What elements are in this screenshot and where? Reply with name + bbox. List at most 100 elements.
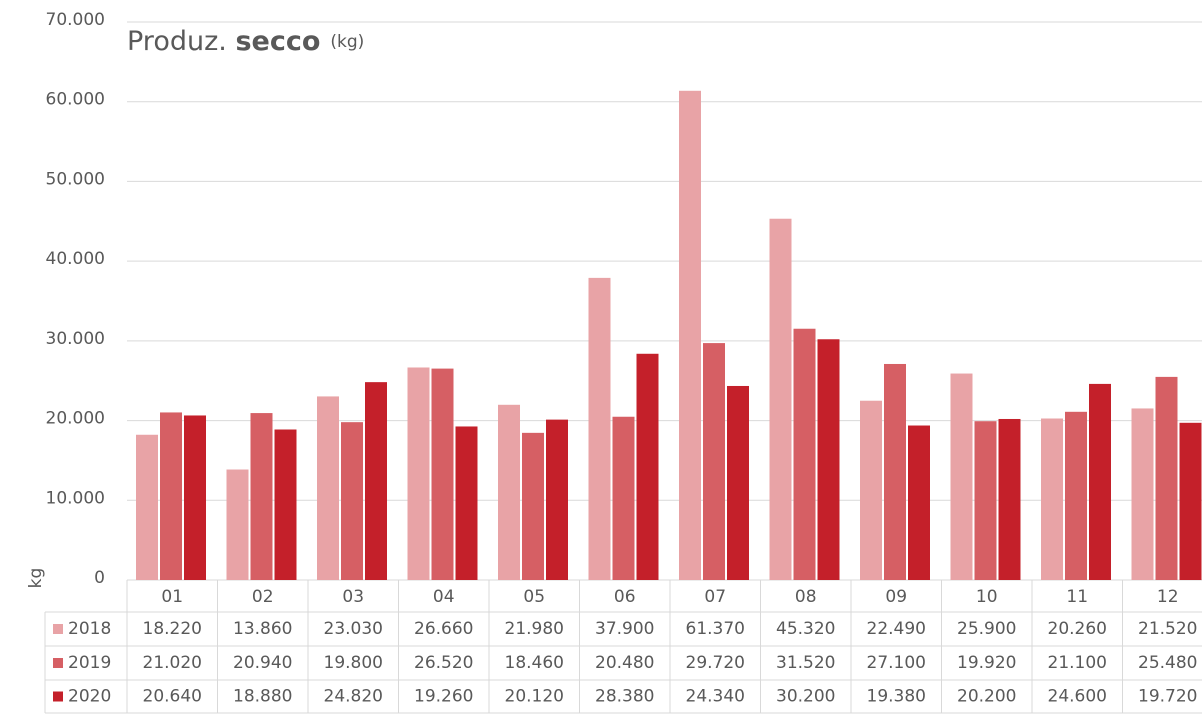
table-cell: 20.480 xyxy=(595,653,654,673)
table-cell: 45.320 xyxy=(776,619,835,639)
bar xyxy=(636,353,659,580)
legend-label: 2020 xyxy=(68,687,111,707)
table-cell: 20.260 xyxy=(1048,619,1107,639)
title-bold: secco xyxy=(235,26,320,57)
y-axis-label: kg xyxy=(26,568,46,589)
table-cell: 20.640 xyxy=(143,687,202,707)
legend-label: 2019 xyxy=(68,653,111,673)
bar xyxy=(522,432,544,580)
table-cell: 20.120 xyxy=(505,687,564,707)
bar xyxy=(160,412,182,580)
table-cell: 29.720 xyxy=(686,653,745,673)
table-cell: 22.490 xyxy=(867,619,926,639)
bar xyxy=(250,413,273,580)
table-cell: 21.520 xyxy=(1138,619,1197,639)
bar xyxy=(1065,411,1087,580)
bar xyxy=(793,328,816,580)
bar xyxy=(1131,408,1154,580)
table-cell: 19.720 xyxy=(1138,687,1197,707)
bar xyxy=(341,422,363,580)
title-unit: (kg) xyxy=(330,32,364,52)
bar xyxy=(274,429,297,580)
x-tick-label: 09 xyxy=(885,587,907,607)
bar xyxy=(184,415,206,580)
bar xyxy=(431,368,454,580)
table-cell: 23.030 xyxy=(324,619,383,639)
table-cell: 28.380 xyxy=(595,687,654,707)
table-cell: 25.480 xyxy=(1138,653,1197,673)
y-tick-label: 20.000 xyxy=(46,409,105,429)
bar xyxy=(546,419,568,580)
bar xyxy=(1089,383,1111,580)
table-cell: 19.800 xyxy=(324,653,383,673)
legend-swatch xyxy=(53,624,63,634)
table-cell: 24.820 xyxy=(324,687,383,707)
bar xyxy=(1041,418,1063,580)
legend-swatch xyxy=(53,658,63,668)
bar xyxy=(1179,422,1202,580)
table-cell: 61.370 xyxy=(686,619,745,639)
x-tick-label: 06 xyxy=(614,587,636,607)
table-cell: 26.660 xyxy=(414,619,473,639)
table-cell: 18.460 xyxy=(505,653,564,673)
bar xyxy=(908,425,930,580)
bar xyxy=(679,90,701,580)
bar xyxy=(612,416,635,580)
y-tick-label: 70.000 xyxy=(46,10,105,30)
table-cell: 20.200 xyxy=(957,687,1016,707)
table-cell: 21.020 xyxy=(143,653,202,673)
chart-title: Produz. secco (kg) xyxy=(127,26,364,57)
legend-swatch xyxy=(53,691,63,702)
table-cell: 27.100 xyxy=(867,653,926,673)
table-cell: 18.880 xyxy=(233,687,292,707)
table-cell: 19.380 xyxy=(867,687,926,707)
bar xyxy=(226,469,249,580)
bar xyxy=(769,218,792,580)
bar xyxy=(727,385,749,580)
x-tick-label: 10 xyxy=(976,587,998,607)
bar xyxy=(860,400,882,580)
y-tick-label: 0 xyxy=(94,568,105,588)
table-cell: 18.220 xyxy=(143,619,202,639)
x-tick-label: 01 xyxy=(161,587,183,607)
legend-label: 2018 xyxy=(68,619,111,639)
table-cell: 24.600 xyxy=(1048,687,1107,707)
bar xyxy=(998,418,1021,580)
bar xyxy=(884,363,906,580)
bar xyxy=(498,404,520,580)
table-cell: 20.940 xyxy=(233,653,292,673)
y-tick-label: 30.000 xyxy=(46,329,105,349)
table-cell: 21.100 xyxy=(1048,653,1107,673)
bar xyxy=(974,421,997,580)
table-cell: 19.920 xyxy=(957,653,1016,673)
table-cell: 19.260 xyxy=(414,687,473,707)
bar xyxy=(1155,376,1178,580)
bar xyxy=(817,339,840,580)
y-tick-label: 40.000 xyxy=(46,249,105,269)
x-tick-label: 08 xyxy=(795,587,817,607)
x-tick-label: 02 xyxy=(252,587,274,607)
bar xyxy=(455,426,478,580)
y-tick-label: 10.000 xyxy=(46,488,105,508)
bar xyxy=(317,396,339,580)
table-cell: 37.900 xyxy=(595,619,654,639)
title-text: Produz. xyxy=(127,26,227,57)
x-tick-label: 12 xyxy=(1157,587,1179,607)
x-tick-label: 03 xyxy=(342,587,364,607)
table-cell: 24.340 xyxy=(686,687,745,707)
bar xyxy=(407,367,430,580)
bar xyxy=(950,373,973,580)
x-tick-label: 07 xyxy=(704,587,726,607)
table-cell: 25.900 xyxy=(957,619,1016,639)
bar xyxy=(365,382,387,580)
bar xyxy=(703,343,725,580)
table-cell: 31.520 xyxy=(776,653,835,673)
x-tick-label: 04 xyxy=(433,587,455,607)
table-cell: 30.200 xyxy=(776,687,835,707)
bar xyxy=(588,277,611,580)
x-tick-label: 05 xyxy=(523,587,545,607)
y-tick-label: 50.000 xyxy=(46,169,105,189)
bar xyxy=(136,434,158,580)
y-tick-label: 60.000 xyxy=(46,90,105,110)
